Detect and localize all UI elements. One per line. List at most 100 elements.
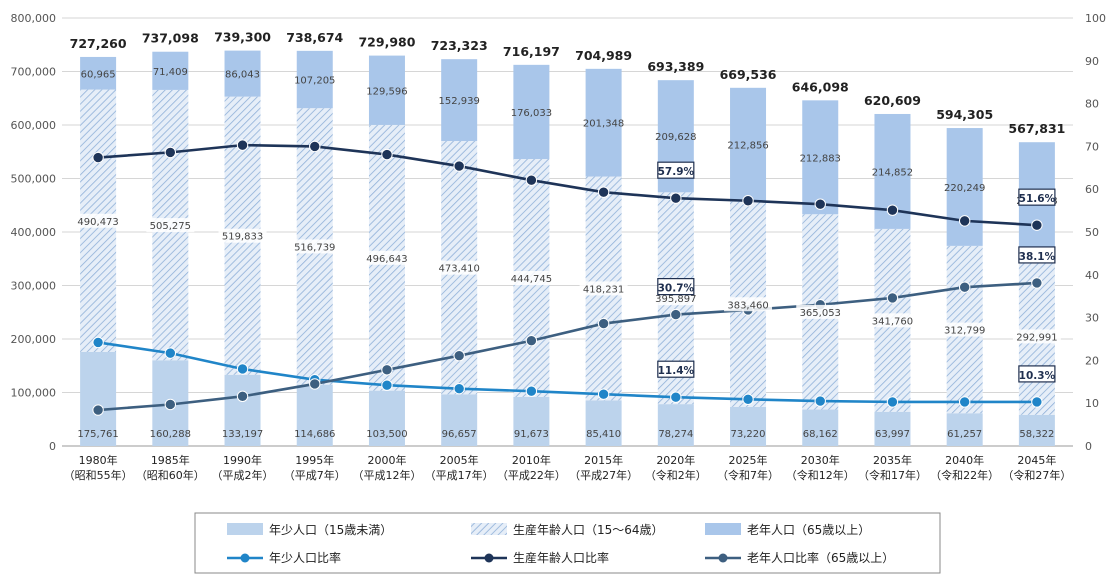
youth-value-label: 63,997: [875, 429, 910, 440]
youth-value-label: 96,657: [442, 429, 477, 440]
elderly-value-label: 201,348: [583, 119, 624, 130]
bar-segment-youth: [80, 351, 117, 446]
y-right-tick: 40: [1085, 269, 1099, 282]
bar-segment-elderly: [441, 59, 478, 142]
ratio-callout-box: [657, 278, 695, 296]
x-tick-era: （令和27年）: [1002, 468, 1071, 482]
legend-label: 生産年齢人口（15～64歳）: [513, 522, 664, 537]
x-tick-year: 2045年: [1017, 453, 1056, 467]
x-tick-year: 1990年: [223, 453, 262, 467]
label-background: [724, 297, 773, 312]
youth-value-label: 68,162: [803, 429, 838, 440]
ratio-point-working-age: [92, 151, 104, 164]
total-value-label: 723,323: [431, 38, 488, 53]
working-age-value-label: 292,991: [1016, 332, 1057, 343]
label-background: [579, 281, 628, 296]
y-left-tick: 100,000: [11, 387, 57, 400]
x-tick-year: 2005年: [440, 453, 479, 467]
y-right-tick: 20: [1085, 354, 1099, 367]
label-background: [796, 304, 845, 319]
stacked-bars: [80, 50, 1055, 446]
ratio-callout-box: [657, 360, 695, 378]
bar-segment-youth: [296, 384, 333, 446]
working-age-value-label: 519,833: [222, 232, 263, 243]
bar-segment-youth: [657, 404, 694, 446]
elderly-value-label: 212,883: [800, 153, 841, 164]
label-background: [1012, 329, 1061, 344]
x-tick-year: 2020年: [656, 453, 695, 467]
bar-segment-elderly: [585, 68, 622, 177]
total-value-label: 646,098: [792, 79, 849, 94]
ratio-line-youth: [97, 341, 1037, 404]
bar-segment-elderly: [802, 100, 839, 215]
bar-segment-youth: [513, 396, 550, 446]
label-background: [146, 218, 195, 233]
total-value-label: 704,989: [575, 48, 632, 63]
y-left-tick: 400,000: [11, 226, 57, 239]
ratio-point-youth: [814, 395, 826, 407]
y-right-tick: 0: [1085, 440, 1092, 453]
ratio-callout-label: 57.9%: [658, 166, 695, 178]
legend-marker: [718, 553, 728, 563]
bar-segment-youth: [224, 374, 261, 446]
ratio-point-youth: [958, 396, 971, 408]
ratio-point-youth: [525, 385, 538, 397]
ratio-point-youth: [1031, 396, 1043, 408]
x-tick-era: （平成12年）: [352, 468, 421, 482]
ratio-callout-box: [657, 161, 695, 179]
label-background: [940, 322, 989, 337]
x-tick-era: （平成2年）: [212, 468, 274, 482]
ratio-point-youth: [381, 379, 393, 391]
working-age-value-label: 516,739: [294, 242, 335, 253]
elderly-value-label: 86,043: [225, 70, 260, 81]
x-tick-year: 2040年: [945, 453, 984, 467]
bar-segment-elderly: [152, 51, 189, 90]
working-age-value-label: 365,053: [800, 308, 841, 319]
ratio-point-youth: [742, 393, 754, 406]
y-left-tick: 200,000: [11, 333, 57, 346]
ratio-point-working-age: [1031, 219, 1043, 231]
y-right-tick: 60: [1085, 183, 1099, 196]
working-age-value-label: 418,231: [583, 284, 624, 295]
ratio-point-elderly: [453, 349, 465, 362]
legend-label: 老年人口（65歳以上）: [747, 523, 870, 537]
ratio-point-elderly: [164, 398, 177, 411]
elderly-value-label: 212,856: [727, 141, 768, 152]
ratio-point-working-age: [525, 174, 538, 186]
elderly-value-label: 152,939: [438, 96, 479, 107]
total-value-label: 669,536: [720, 67, 777, 82]
ratio-line-working-age: [98, 143, 1037, 227]
x-tick-era: （令和17年）: [858, 468, 927, 482]
youth-value-label: 160,288: [150, 429, 191, 440]
bar-segment-youth: [802, 409, 839, 446]
x-tick-year: 2025年: [729, 453, 768, 467]
working-age-value-label: 312,799: [944, 326, 985, 337]
working-age-value-label: 496,643: [366, 254, 407, 265]
x-tick-era: （昭和55年）: [64, 468, 133, 482]
x-tick-era: （令和7年）: [717, 468, 779, 482]
bar-segment-elderly: [368, 55, 405, 125]
legend-label: 生産年齢人口比率: [513, 550, 609, 565]
ratio-point-working-age: [453, 160, 465, 172]
x-tick-year: 1980年: [79, 453, 118, 467]
x-tick-era: （令和2年）: [645, 468, 707, 482]
label-background: [868, 313, 917, 328]
youth-value-label: 175,761: [77, 429, 118, 440]
working-age-value-label: 383,460: [727, 300, 768, 311]
y-left-tick: 500,000: [11, 173, 57, 186]
ratio-point-elderly: [958, 281, 971, 293]
youth-value-label: 78,274: [658, 429, 693, 440]
working-age-value-label: 395,897: [655, 294, 696, 305]
legend-swatch: [705, 523, 741, 535]
data-labels: 175,761 490,473 60,965 727,260 160,288 505,27…: [70, 30, 1066, 440]
axes: 0 100,000 200,000 300,000 400,000 500,000 600,…: [11, 12, 1107, 482]
y-right-tick: 100: [1085, 12, 1106, 25]
x-tick-era: （昭和60年）: [136, 468, 205, 482]
bar-segment-youth: [874, 411, 911, 446]
ratio-lines: [92, 139, 1043, 416]
youth-value-label: 73,220: [731, 429, 766, 440]
y-right-tick: 70: [1085, 140, 1099, 153]
y-right-tick: 10: [1085, 397, 1099, 410]
elderly-value-label: 71,409: [153, 67, 188, 78]
legend-box: [194, 512, 941, 574]
